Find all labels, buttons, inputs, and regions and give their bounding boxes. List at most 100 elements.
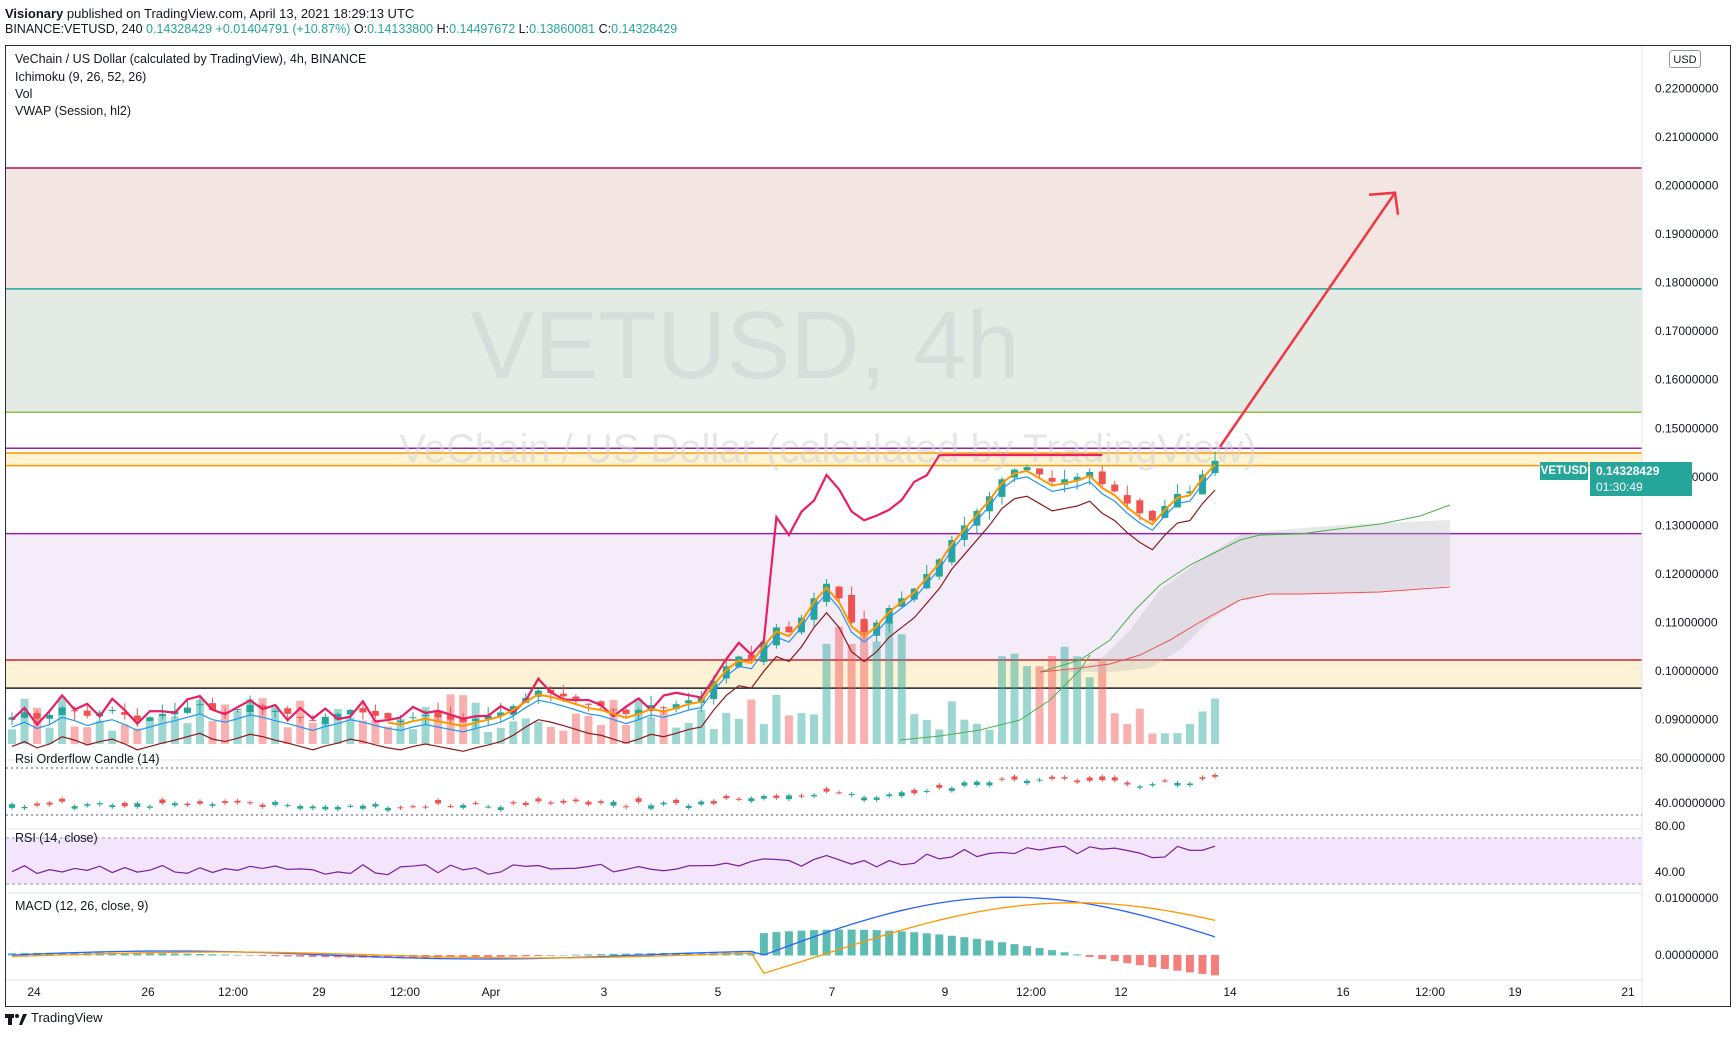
- volume-bar: [985, 729, 994, 744]
- volume-bars: [8, 620, 1219, 744]
- orderflow-body: [610, 801, 617, 806]
- volume-bar: [371, 719, 380, 744]
- macd-histogram-bar: [622, 953, 631, 956]
- volume-bar: [1148, 733, 1157, 744]
- volume-bar: [722, 712, 731, 744]
- candle-body: [1148, 510, 1156, 521]
- orderflow-body: [96, 803, 103, 805]
- volume-bar: [647, 717, 656, 744]
- macd-histogram-bar: [283, 955, 292, 957]
- macd-histogram-bar: [258, 955, 267, 956]
- volume-bar: [108, 730, 117, 744]
- candle-body: [1211, 460, 1219, 474]
- macd-histogram-bar: [797, 930, 806, 956]
- candle-body: [234, 709, 242, 711]
- macd-histogram-bar: [571, 954, 580, 956]
- price-change: +0.01404791 (+10.87%): [215, 22, 351, 36]
- macd-histogram-bar: [521, 955, 530, 957]
- candle-body: [296, 716, 304, 718]
- volume-legend[interactable]: Vol: [15, 87, 33, 101]
- candle-body: [271, 710, 279, 712]
- candle-body: [146, 717, 154, 722]
- volume-bar: [158, 716, 167, 744]
- volume-bar: [283, 727, 292, 744]
- published-text: published on TradingView.com, April 13, …: [63, 6, 415, 21]
- candle-body: [46, 714, 54, 719]
- price-tick-label: 0.22000000: [1655, 81, 1719, 95]
- orderflow-body: [322, 806, 329, 810]
- volume-bar: [271, 706, 280, 744]
- macd-histogram-bar: [170, 953, 179, 956]
- rsi-band: [6, 838, 1642, 884]
- ichimoku-legend[interactable]: Ichimoku (9, 26, 52, 26): [15, 70, 147, 84]
- macd-histogram-bar: [383, 955, 392, 958]
- orderflow-body: [171, 803, 178, 806]
- orderflow-body: [723, 795, 730, 799]
- volume-bar: [1185, 723, 1194, 744]
- volume-bar: [772, 694, 781, 744]
- orderflow-body: [384, 807, 391, 811]
- orderflow-body: [1199, 777, 1206, 779]
- candle-body: [610, 709, 617, 711]
- price-tick-label: 0.13000000: [1655, 518, 1719, 532]
- volume-bar: [1085, 677, 1094, 744]
- macd-histogram-bar: [1160, 955, 1169, 969]
- macd-histogram-bar: [985, 940, 994, 956]
- orderflow-body: [623, 806, 630, 808]
- orderflow-body: [71, 806, 78, 809]
- candle-body: [309, 719, 317, 721]
- orderflow-body: [146, 806, 153, 808]
- macd-histogram-bar: [546, 955, 555, 956]
- candle-body: [1073, 476, 1081, 481]
- time-tick-label: 16: [1336, 985, 1350, 999]
- orderflow-body: [848, 793, 855, 795]
- publisher-name[interactable]: Visionary: [5, 6, 64, 21]
- volume-bar: [1098, 658, 1107, 744]
- orderflow-body: [84, 804, 91, 806]
- tradingview-brand: TradingView: [31, 1010, 103, 1025]
- volume-bar: [246, 699, 255, 744]
- macd-legend[interactable]: MACD (12, 26, close, 9): [15, 899, 149, 913]
- time-tick-label: 21: [1621, 985, 1635, 999]
- rsi-line: [11, 845, 1216, 876]
- orderflow-legend[interactable]: Rsi Orderflow Candle (14): [15, 752, 160, 766]
- tradingview-footer[interactable]: TradingView: [5, 1010, 103, 1026]
- candle-body: [1098, 471, 1106, 485]
- ichimoku-cloud: [1060, 520, 1450, 672]
- candle-body: [434, 711, 442, 718]
- macd-histogram-bar: [509, 955, 518, 957]
- macd-histogram-bar: [810, 930, 818, 956]
- macd-histogram-bar: [822, 929, 831, 956]
- orderflow-body: [886, 794, 893, 797]
- candle-body: [985, 496, 993, 512]
- volume-bar: [346, 717, 355, 744]
- open-label: O:: [353, 22, 368, 36]
- macd-histogram-bar: [133, 952, 142, 956]
- currency-button[interactable]: USD: [1669, 50, 1701, 68]
- rsi-legend[interactable]: RSI (14, close): [15, 831, 98, 845]
- volume-bar: [947, 701, 956, 744]
- high-value: 0.14497672: [449, 22, 516, 36]
- candle-body: [735, 656, 743, 668]
- candle-body: [1161, 506, 1169, 518]
- orderflow-body: [485, 806, 492, 808]
- orderflow-body: [836, 792, 843, 794]
- vwap-legend[interactable]: VWAP (Session, hl2): [15, 104, 132, 118]
- time-tick-label: 24: [27, 985, 41, 999]
- volume-bar: [170, 716, 179, 744]
- orderflow-body: [710, 801, 717, 804]
- macd-histogram-bar: [534, 955, 543, 957]
- time-tick-label: 12:00: [390, 985, 420, 999]
- publication-header: Visionary published on TradingView.com, …: [0, 0, 1736, 44]
- volume-bar: [922, 719, 931, 744]
- orderflow-body: [184, 803, 191, 806]
- candle-body: [885, 608, 893, 624]
- volume-bar: [672, 727, 681, 744]
- projection-arrow[interactable]: [1218, 191, 1400, 448]
- volume-bar: [759, 724, 768, 744]
- macd-histogram-bar: [496, 955, 505, 957]
- candle-body: [660, 707, 668, 709]
- candle-body: [221, 712, 229, 714]
- orderflow-body: [410, 806, 416, 808]
